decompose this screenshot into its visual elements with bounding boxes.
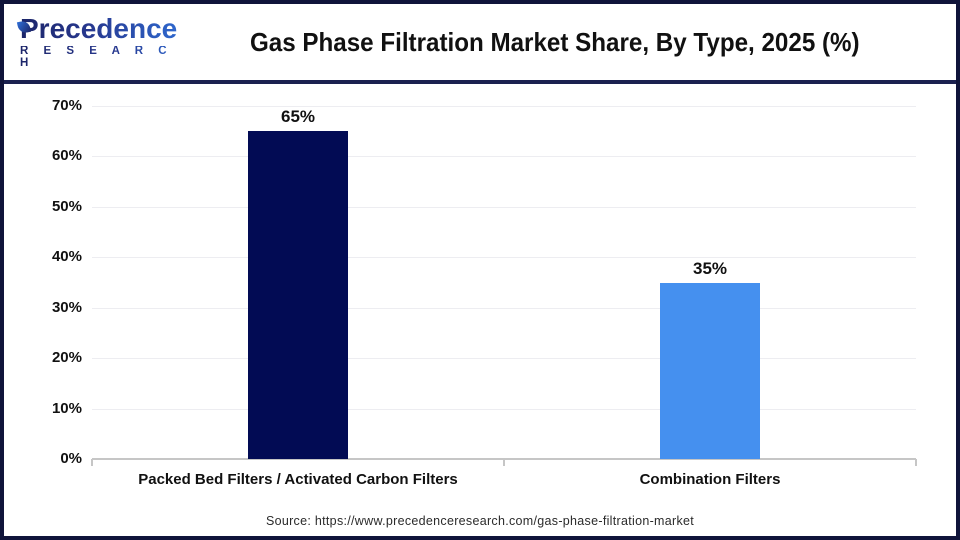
gridline — [92, 408, 916, 410]
chart-title: Gas Phase Filtration Market Share, By Ty… — [250, 26, 860, 57]
logo-research-text: R E S E A R C H — [20, 45, 194, 69]
bar-value-label: 65% — [280, 107, 316, 127]
y-tick-label: 0% — [60, 450, 82, 467]
bar — [248, 131, 348, 459]
precedence-logo: Precedence R E S E A R C H — [4, 15, 194, 69]
y-tick-label: 30% — [51, 298, 82, 316]
source-text: Source: https://www.precedenceresearch.c… — [265, 514, 695, 528]
plot-area: 0% 10% 20% 30% 40% 50% 60% 70% 65% Packed Bed Fil… — [52, 97, 917, 488]
axis-tick — [503, 459, 505, 466]
bar-value-label: 35% — [692, 258, 728, 278]
gridline — [92, 206, 916, 208]
y-tick-label: 40% — [51, 248, 82, 266]
gridline — [92, 156, 916, 158]
y-tick-label: 10% — [51, 399, 82, 417]
gridline — [92, 257, 916, 259]
axis-tick — [91, 459, 93, 466]
axis-tick — [915, 459, 917, 466]
category-label: Combination Filters — [639, 471, 781, 488]
header: Precedence R E S E A R C H Gas Phase Fil… — [4, 4, 956, 80]
gridline — [92, 307, 916, 309]
category-label: Packed Bed Filters / Activated Carbon Fi… — [138, 471, 458, 488]
y-tick-label: 50% — [51, 197, 82, 215]
y-tick-label: 20% — [51, 349, 82, 367]
gridline — [92, 358, 916, 360]
header-separator — [4, 80, 956, 84]
logo-wordmark: Precedence — [20, 15, 194, 43]
bar — [660, 282, 760, 459]
y-tick-label: 70% — [51, 97, 82, 114]
gridline — [92, 106, 916, 107]
y-tick-label: 60% — [51, 147, 82, 165]
